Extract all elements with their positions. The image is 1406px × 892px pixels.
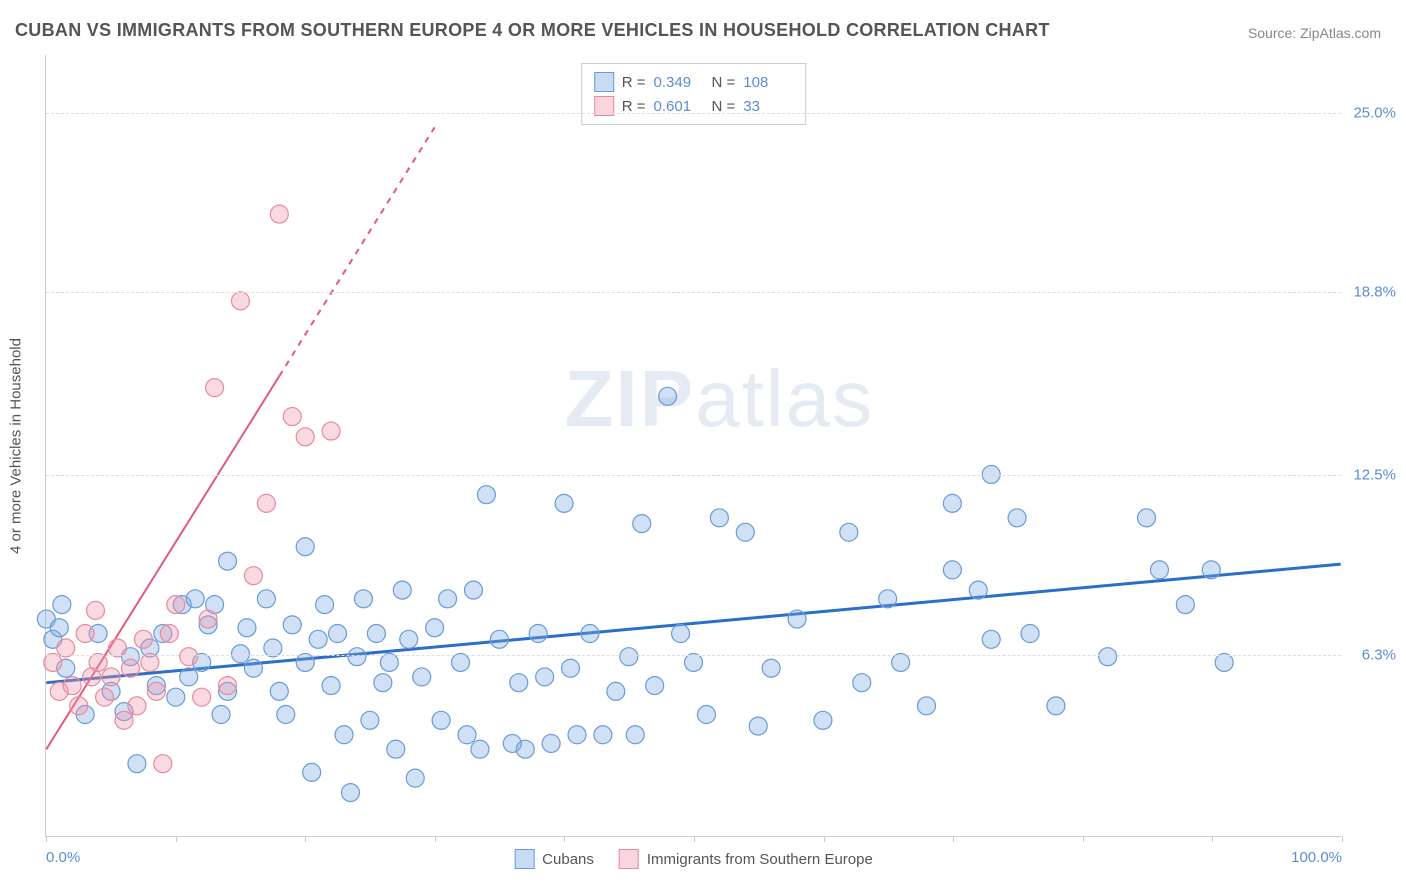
- legend-label: Immigrants from Southern Europe: [647, 851, 873, 868]
- correlation-chart: CUBAN VS IMMIGRANTS FROM SOUTHERN EUROPE…: [0, 0, 1406, 892]
- y-tick-label: 25.0%: [1353, 104, 1396, 121]
- x-tick: [1342, 836, 1343, 842]
- y-tick-label: 12.5%: [1353, 466, 1396, 483]
- swatch-pink: [619, 849, 639, 869]
- legend-item-southern-europe: Immigrants from Southern Europe: [619, 849, 873, 869]
- r-label: R =: [622, 74, 646, 91]
- x-tick: [305, 836, 306, 842]
- y-tick-label: 18.8%: [1353, 284, 1396, 301]
- series-legend: Cubans Immigrants from Southern Europe: [514, 849, 873, 869]
- stats-row-2: R = 0.601 N = 33: [594, 94, 794, 118]
- swatch-blue: [514, 849, 534, 869]
- n-label: N =: [712, 74, 736, 91]
- gridline: [46, 475, 1341, 476]
- stats-legend: R = 0.349 N = 108 R = 0.601 N = 33: [581, 63, 807, 125]
- x-tick: [694, 836, 695, 842]
- r-value-1: 0.349: [654, 74, 704, 91]
- y-tick-label: 6.3%: [1362, 646, 1396, 663]
- plot-svg: [46, 55, 1341, 836]
- y-axis-label: 4 or more Vehicles in Household: [8, 338, 25, 554]
- stats-row-1: R = 0.349 N = 108: [594, 70, 794, 94]
- gridline: [46, 292, 1341, 293]
- chart-source: Source: ZipAtlas.com: [1248, 25, 1381, 41]
- x-tick-label: 100.0%: [1291, 849, 1342, 866]
- x-tick: [953, 836, 954, 842]
- legend-label: Cubans: [542, 851, 594, 868]
- x-tick: [1212, 836, 1213, 842]
- x-tick: [1083, 836, 1084, 842]
- n-value-1: 108: [743, 74, 793, 91]
- x-tick-label: 0.0%: [46, 849, 80, 866]
- legend-item-cubans: Cubans: [514, 849, 594, 869]
- x-tick: [824, 836, 825, 842]
- x-tick: [46, 836, 47, 842]
- swatch-blue: [594, 72, 614, 92]
- x-tick: [564, 836, 565, 842]
- x-tick: [435, 836, 436, 842]
- gridline: [46, 655, 1341, 656]
- plot-area: 4 or more Vehicles in Household ZIPatlas…: [45, 55, 1341, 837]
- x-tick: [176, 836, 177, 842]
- gridline: [46, 113, 1341, 114]
- chart-title: CUBAN VS IMMIGRANTS FROM SOUTHERN EUROPE…: [15, 20, 1050, 41]
